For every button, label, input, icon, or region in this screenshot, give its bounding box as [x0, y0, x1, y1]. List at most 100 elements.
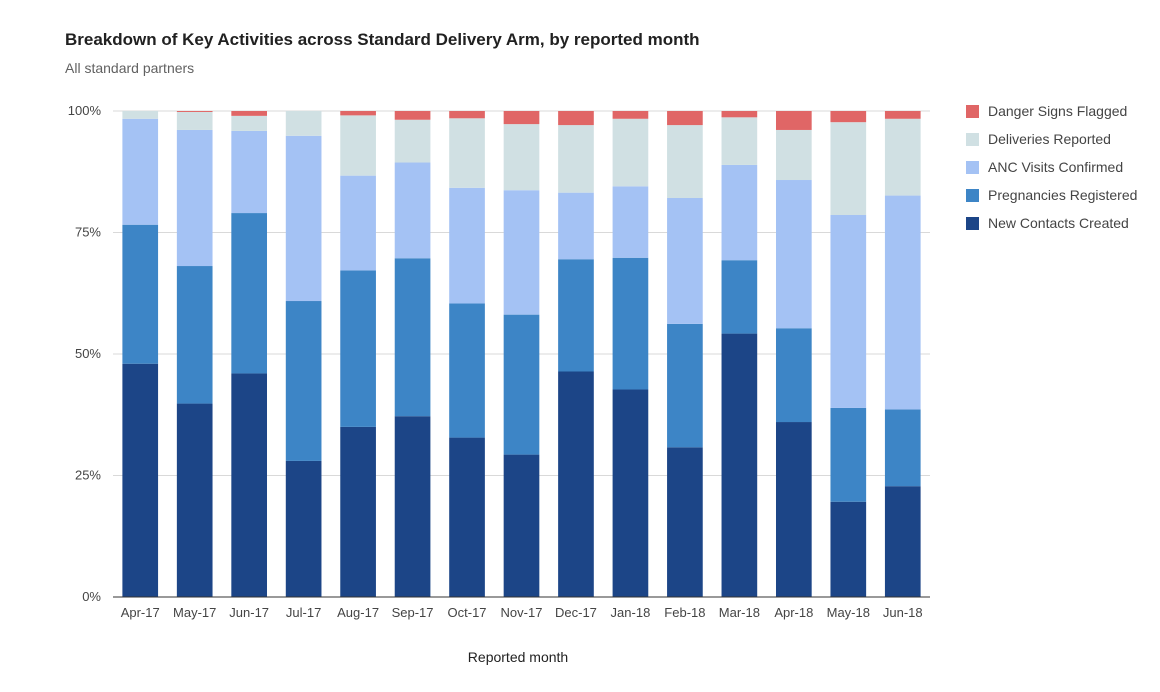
x-tick-label: Nov-17 — [501, 605, 543, 620]
bar-aug-17-new-contacts-created — [340, 426, 376, 597]
bar-apr-17-pregnancies-registered — [122, 224, 159, 364]
bar-jul-17-deliveries-reported — [285, 111, 322, 136]
bar-may-17-anc-visits-confirmed — [176, 129, 213, 267]
bar-may-17-new-contacts-created — [176, 403, 213, 597]
bar-jun-18-anc-visits-confirmed — [884, 195, 921, 410]
legend-item-new-contacts-created: New Contacts Created — [966, 215, 1129, 231]
x-tick-label: Sep-17 — [392, 605, 434, 620]
x-tick-label: Dec-17 — [555, 605, 597, 620]
legend-item-danger-signs-flagged: Danger Signs Flagged — [966, 103, 1127, 119]
bar-feb-18-new-contacts-created — [667, 447, 703, 597]
bar-sep-17-danger-signs-flagged — [394, 111, 431, 120]
legend-item-pregnancies-registered: Pregnancies Registered — [966, 187, 1137, 203]
x-tick-label: May-18 — [827, 605, 870, 620]
bar-mar-18-anc-visits-confirmed — [721, 164, 758, 261]
bar-dec-17-danger-signs-flagged — [558, 111, 594, 126]
bar-sep-17-pregnancies-registered — [394, 258, 431, 417]
x-tick-label: Oct-17 — [448, 605, 487, 620]
bar-jan-18-deliveries-reported — [612, 118, 649, 187]
bar-may-18-anc-visits-confirmed — [830, 215, 867, 408]
bar-feb-18-danger-signs-flagged — [667, 111, 703, 126]
bar-jan-18-danger-signs-flagged — [612, 111, 649, 119]
bar-oct-17-danger-signs-flagged — [449, 111, 485, 119]
bar-apr-17-new-contacts-created — [122, 363, 159, 597]
bar-jun-18-new-contacts-created — [884, 486, 921, 597]
x-tick-label: Jan-18 — [611, 605, 651, 620]
bar-jul-17-new-contacts-created — [285, 460, 322, 597]
bar-jun-18-deliveries-reported — [884, 118, 921, 196]
bar-may-17-deliveries-reported — [176, 111, 213, 130]
legend-item-deliveries-reported: Deliveries Reported — [966, 131, 1111, 147]
legend-label: Pregnancies Registered — [988, 187, 1137, 203]
bar-feb-18-deliveries-reported — [667, 125, 703, 198]
bar-aug-17-anc-visits-confirmed — [340, 175, 376, 271]
bar-jan-18-pregnancies-registered — [612, 257, 649, 390]
bar-jun-17-pregnancies-registered — [231, 213, 268, 374]
bars — [122, 111, 921, 597]
bar-apr-18-pregnancies-registered — [775, 328, 812, 423]
chart-subtitle: All standard partners — [65, 60, 195, 76]
bar-jun-17-new-contacts-created — [231, 373, 268, 597]
x-tick-label: Jun-17 — [229, 605, 269, 620]
x-tick-label: Feb-18 — [664, 605, 705, 620]
x-tick-label: Aug-17 — [337, 605, 379, 620]
bar-may-18-new-contacts-created — [830, 501, 867, 597]
bar-jun-18-pregnancies-registered — [884, 409, 921, 487]
x-tick-label: Jul-17 — [286, 605, 321, 620]
y-tick-label: 75% — [75, 225, 101, 240]
bar-jun-17-deliveries-reported — [231, 115, 268, 131]
bar-jan-18-new-contacts-created — [612, 389, 649, 597]
bar-sep-17-new-contacts-created — [394, 416, 431, 597]
bar-apr-18-new-contacts-created — [775, 422, 812, 597]
bar-feb-18-pregnancies-registered — [667, 323, 703, 448]
bar-mar-18-pregnancies-registered — [721, 260, 758, 334]
x-tick-label: Jun-18 — [883, 605, 923, 620]
bar-may-18-pregnancies-registered — [830, 407, 867, 502]
y-tick-label: 25% — [75, 468, 101, 483]
bar-apr-17-deliveries-reported — [122, 111, 159, 119]
bar-aug-17-deliveries-reported — [340, 115, 376, 176]
bar-jun-18-danger-signs-flagged — [884, 111, 921, 119]
bar-jul-17-pregnancies-registered — [285, 301, 322, 461]
bar-dec-17-deliveries-reported — [558, 125, 594, 193]
bar-mar-18-danger-signs-flagged — [721, 111, 758, 118]
bar-apr-18-danger-signs-flagged — [775, 111, 812, 130]
legend-label: New Contacts Created — [988, 215, 1129, 231]
bar-apr-18-anc-visits-confirmed — [775, 180, 812, 329]
legend-swatch — [966, 105, 979, 118]
bar-jul-17-anc-visits-confirmed — [285, 135, 322, 302]
bar-jun-17-anc-visits-confirmed — [231, 130, 268, 214]
legend-label: Danger Signs Flagged — [988, 103, 1127, 119]
chart-title: Breakdown of Key Activities across Stand… — [65, 30, 700, 49]
legend-swatch — [966, 189, 979, 202]
x-tick-label: Apr-17 — [121, 605, 160, 620]
bar-apr-18-deliveries-reported — [775, 129, 812, 181]
bar-oct-17-anc-visits-confirmed — [449, 187, 485, 304]
legend-swatch — [966, 217, 979, 230]
bar-jun-17-danger-signs-flagged — [231, 111, 268, 116]
bar-may-17-pregnancies-registered — [176, 266, 213, 404]
bar-jan-18-anc-visits-confirmed — [612, 186, 649, 258]
bar-oct-17-new-contacts-created — [449, 437, 485, 597]
bar-nov-17-anc-visits-confirmed — [503, 190, 540, 315]
legend-label: Deliveries Reported — [988, 131, 1111, 147]
x-tick-label: May-17 — [173, 605, 216, 620]
bar-mar-18-new-contacts-created — [721, 333, 758, 597]
legend-label: ANC Visits Confirmed — [988, 159, 1123, 175]
bar-nov-17-pregnancies-registered — [503, 314, 540, 455]
y-axis-ticks: 0% 25% 50% 75% 100% — [68, 103, 102, 604]
y-tick-label: 100% — [68, 103, 102, 118]
bar-oct-17-deliveries-reported — [449, 118, 485, 188]
bar-sep-17-deliveries-reported — [394, 119, 431, 163]
bar-nov-17-danger-signs-flagged — [503, 111, 540, 125]
bar-dec-17-anc-visits-confirmed — [558, 192, 594, 260]
legend: Danger Signs Flagged Deliveries Reported A… — [966, 103, 1137, 231]
legend-swatch — [966, 133, 979, 146]
bar-apr-17-anc-visits-confirmed — [122, 118, 159, 225]
x-tick-label: Mar-18 — [719, 605, 760, 620]
bar-may-18-deliveries-reported — [830, 122, 867, 216]
bar-oct-17-pregnancies-registered — [449, 303, 485, 438]
x-axis-ticks: Apr-17 May-17 Jun-17 Jul-17 Aug-17 Sep-17 Oct-… — [121, 605, 923, 620]
x-tick-label: Apr-18 — [774, 605, 813, 620]
